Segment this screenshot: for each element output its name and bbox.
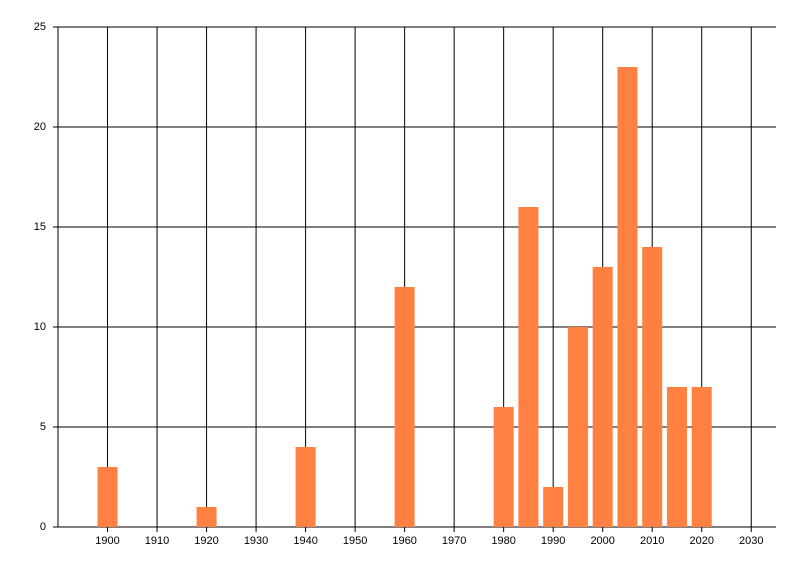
- x-tick-label: 1940: [293, 535, 317, 547]
- bar: [518, 207, 539, 527]
- x-tick-label: 1900: [95, 535, 119, 547]
- bar: [295, 447, 316, 527]
- y-tick-label: 10: [34, 321, 46, 333]
- x-tick-label: 1990: [541, 535, 565, 547]
- x-tick-label: 1970: [442, 535, 466, 547]
- x-tick-label: 2020: [689, 535, 713, 547]
- bar: [666, 387, 687, 527]
- x-tick-label: 2000: [590, 535, 614, 547]
- x-tick-label: 1950: [343, 535, 367, 547]
- x-tick-label: 1920: [194, 535, 218, 547]
- x-tick-label: 1980: [491, 535, 515, 547]
- bar: [97, 467, 118, 527]
- x-tick-label: 2010: [640, 535, 664, 547]
- bar: [617, 67, 638, 527]
- bar: [493, 407, 514, 527]
- y-tick-label: 25: [34, 21, 46, 33]
- bar: [567, 327, 588, 527]
- x-tick-label: 1930: [244, 535, 268, 547]
- x-tick-label: 1960: [392, 535, 416, 547]
- bar: [196, 507, 217, 527]
- y-tick-label: 5: [40, 421, 46, 433]
- bar: [642, 247, 663, 527]
- y-tick-label: 0: [40, 521, 46, 533]
- bar: [543, 487, 564, 527]
- bar: [592, 267, 613, 527]
- bar: [394, 287, 415, 527]
- x-tick-label: 2030: [739, 535, 763, 547]
- y-tick-label: 15: [34, 221, 46, 233]
- bar: [691, 387, 712, 527]
- y-tick-label: 20: [34, 121, 46, 133]
- x-tick-label: 1910: [145, 535, 169, 547]
